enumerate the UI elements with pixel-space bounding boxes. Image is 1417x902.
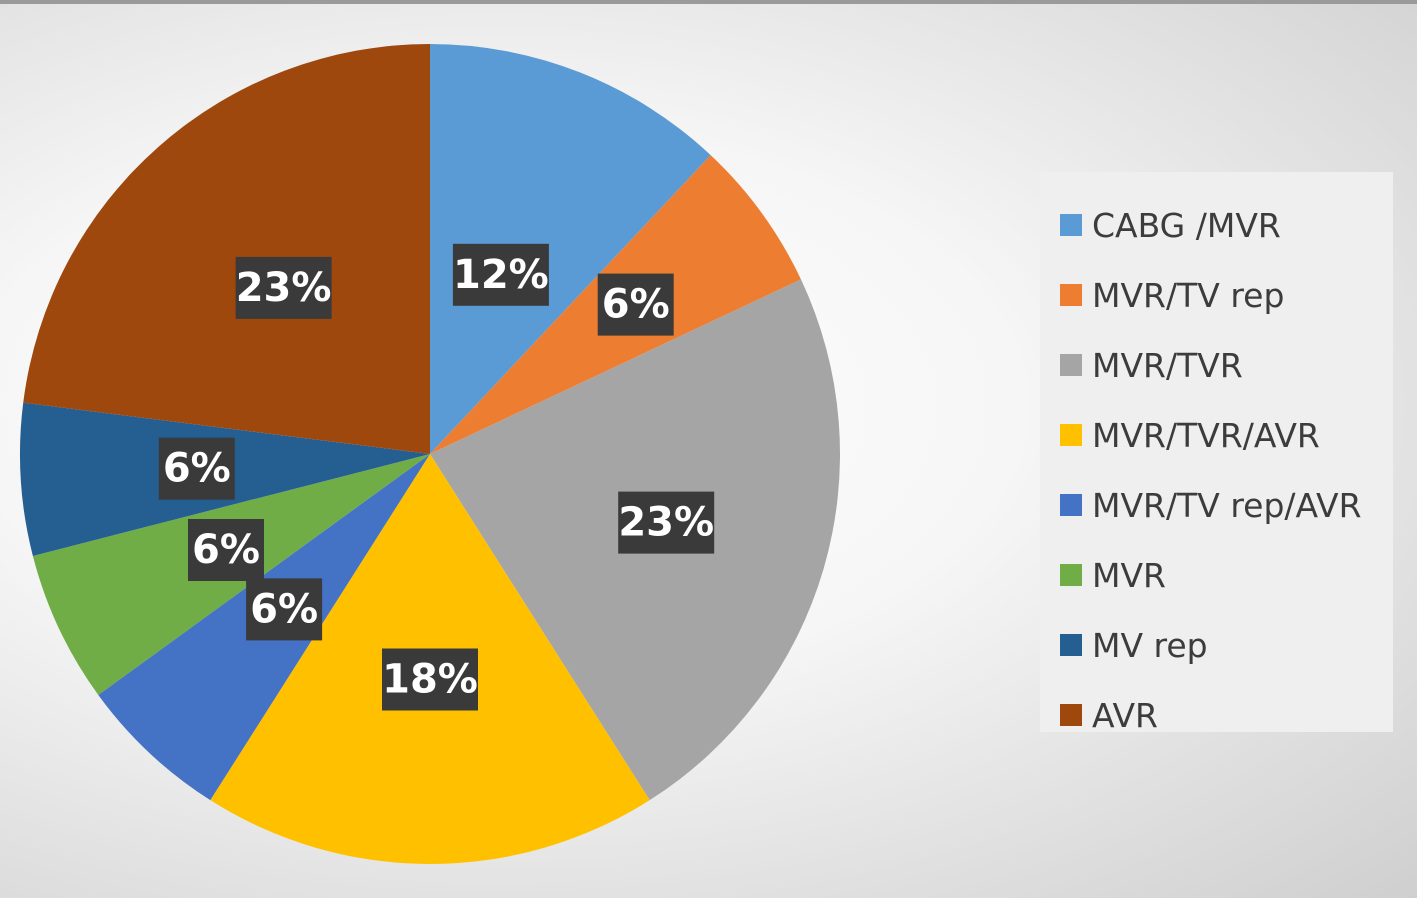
legend-item: MVR/TV rep (1060, 260, 1393, 330)
data-label-box (618, 491, 715, 554)
data-label-text: 6% (163, 446, 231, 492)
legend-item: MVR/TVR/AVR (1060, 400, 1393, 470)
legend-item: MVR/TVR (1060, 330, 1393, 400)
legend-label: MVR/TV rep (1092, 275, 1285, 315)
legend-item: MVR (1060, 540, 1393, 610)
legend-label: MVR/TVR (1092, 345, 1243, 385)
legend-swatch (1060, 214, 1082, 236)
legend-swatch (1060, 494, 1082, 516)
pie-chart: 12% 6% 23% 18% 6% 6% 6% 23% (19, 44, 840, 864)
data-label: 6% (246, 578, 323, 641)
legend-label: MVR/TVR/AVR (1092, 415, 1320, 455)
legend-item: CABG /MVR (1060, 190, 1393, 260)
data-label-text: 23% (236, 265, 332, 311)
legend-label: MVR/TV rep/AVR (1092, 485, 1362, 525)
data-label-box (382, 648, 478, 711)
legend-swatch (1060, 704, 1082, 726)
data-label: 6% (188, 519, 264, 581)
data-label: 12% (452, 243, 549, 306)
data-label-box (452, 243, 549, 306)
data-label-text: 6% (602, 282, 670, 328)
legend-swatch (1060, 284, 1082, 306)
chart-legend: CABG /MVR MVR/TV rep MVR/TVR MVR/TVR/AVR… (1040, 172, 1393, 735)
legend-label: MVR (1092, 555, 1166, 595)
data-label-box (158, 437, 235, 500)
legend-label: AVR (1092, 695, 1158, 735)
legend-item: MV rep (1060, 610, 1393, 680)
data-labels: 12% 6% 23% 18% 6% 6% 6% 23% (158, 243, 715, 711)
legend-label: MV rep (1092, 625, 1208, 665)
data-label-text: 23% (618, 500, 714, 546)
legend-item: AVR (1060, 680, 1393, 750)
legend-label: CABG /MVR (1092, 205, 1281, 245)
data-label-box (246, 578, 323, 641)
data-label: 23% (235, 256, 332, 319)
legend-item: MVR/TV rep/AVR (1060, 470, 1393, 540)
pie-slices (19, 44, 840, 864)
legend-swatch (1060, 424, 1082, 446)
data-label: 6% (158, 437, 235, 500)
data-label-text: 6% (192, 527, 260, 573)
legend-swatch (1060, 564, 1082, 586)
pie-slice (430, 44, 711, 454)
data-label-text: 12% (453, 252, 549, 298)
data-label-text: 6% (250, 586, 318, 632)
legend-swatch (1060, 354, 1082, 376)
data-label-box (235, 256, 332, 319)
data-label-box (597, 273, 674, 336)
data-label: 6% (597, 273, 674, 336)
legend-swatch (1060, 634, 1082, 656)
data-label-box (188, 519, 264, 581)
data-label: 23% (618, 491, 715, 554)
pie-slice (23, 44, 430, 454)
data-label: 18% (382, 648, 478, 711)
data-label-text: 18% (382, 657, 478, 703)
